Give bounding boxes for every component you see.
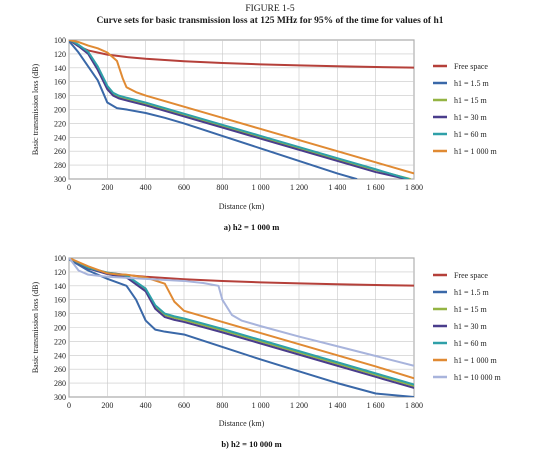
x-tick-label: 1 400	[328, 183, 346, 192]
x-axis-label: Distance (km)	[219, 419, 265, 428]
series-line-4	[69, 40, 408, 179]
x-tick-label: 400	[140, 401, 152, 410]
series-line-2	[69, 258, 414, 397]
series-group	[69, 40, 414, 179]
legend-label: h1 = 30 m	[454, 113, 488, 122]
y-axis-label: Basic transmission loss (dB)	[31, 64, 40, 156]
legend-label: h1 = 1.5 m	[454, 288, 490, 297]
y-tick-label: 240	[54, 133, 66, 142]
y-tick-label: 140	[54, 64, 66, 73]
series-line-7	[69, 258, 414, 367]
x-tick-label: 1 800	[405, 183, 423, 192]
y-tick-label: 120	[54, 268, 66, 277]
legend-label: h1 = 1 000 m	[454, 356, 498, 365]
legend-label: h1 = 30 m	[454, 322, 488, 331]
x-tick-label: 200	[101, 183, 113, 192]
x-tick-label: 800	[216, 401, 228, 410]
y-tick-label: 300	[54, 175, 66, 184]
legend-label: h1 = 60 m	[454, 339, 488, 348]
figure-title: Curve sets for basic transmission loss a…	[96, 16, 444, 26]
y-tick-label: 280	[54, 161, 66, 170]
y-tick-label: 280	[54, 379, 66, 388]
series-line-1	[69, 40, 414, 69]
x-tick-label: 200	[101, 401, 113, 410]
x-tick-label: 1 000	[252, 183, 270, 192]
legend: Free space h1 = 1.5 m h1 = 15 m h1 = 30 m h1…	[433, 271, 502, 382]
legend-label: Free space	[454, 62, 488, 71]
series-line-4	[69, 258, 414, 389]
y-tick-label: 260	[54, 147, 66, 156]
legend-label: Free space	[454, 271, 488, 280]
y-axis-label: Basic transmission loss (dB)	[31, 282, 40, 374]
y-tick-label: 200	[54, 324, 66, 333]
y-tick-label: 120	[54, 50, 66, 59]
y-tick-label: 180	[54, 310, 66, 319]
y-tick-label: 180	[54, 92, 66, 101]
x-tick-label: 1 400	[328, 401, 346, 410]
figure-label: FIGURE 1-5	[245, 4, 295, 14]
legend-label: h1 = 15 m	[454, 96, 488, 105]
y-tick-label: 300	[54, 393, 66, 402]
y-tick-label: 200	[54, 106, 66, 115]
y-tick-label: 140	[54, 282, 66, 291]
y-tick-label: 100	[54, 36, 66, 45]
x-tick-label: 0	[67, 401, 71, 410]
x-tick-label: 1 600	[367, 183, 385, 192]
x-tick-label: 1 200	[290, 183, 308, 192]
y-tick-label: 160	[54, 78, 66, 87]
x-tick-label: 400	[140, 183, 152, 192]
y-tick-label: 100	[54, 254, 66, 263]
x-tick-label: 1 600	[367, 401, 385, 410]
panel-caption: a) h2 = 1 000 m	[224, 222, 280, 232]
series-line-6	[69, 258, 414, 380]
legend-label: h1 = 10 000 m	[454, 373, 502, 382]
x-tick-label: 1 000	[252, 401, 270, 410]
y-tick-label: 260	[54, 365, 66, 374]
series-line-5	[69, 40, 410, 179]
series-line-6	[69, 40, 414, 175]
y-tick-label: 240	[54, 351, 66, 360]
y-tick-label: 220	[54, 337, 66, 346]
x-tick-label: 800	[216, 183, 228, 192]
legend-label: h1 = 1.5 m	[454, 79, 490, 88]
y-tick-label: 220	[54, 119, 66, 128]
legend-label: h1 = 15 m	[454, 305, 488, 314]
series-group	[69, 258, 414, 397]
legend-label: h1 = 60 m	[454, 130, 488, 139]
x-tick-label: 0	[67, 183, 71, 192]
x-tick-label: 600	[178, 401, 190, 410]
x-axis-label: Distance (km)	[219, 202, 265, 211]
legend-label: h1 = 1 000 m	[454, 147, 498, 156]
legend: Free space h1 = 1.5 m h1 = 15 m h1 = 30 m h1…	[433, 62, 498, 156]
series-line-2	[69, 40, 358, 179]
x-tick-label: 1 200	[290, 401, 308, 410]
panel-caption: b) h2 = 10 000 m	[221, 439, 281, 449]
y-tick-label: 160	[54, 296, 66, 305]
x-tick-label: 600	[178, 183, 190, 192]
x-tick-label: 1 800	[405, 401, 423, 410]
